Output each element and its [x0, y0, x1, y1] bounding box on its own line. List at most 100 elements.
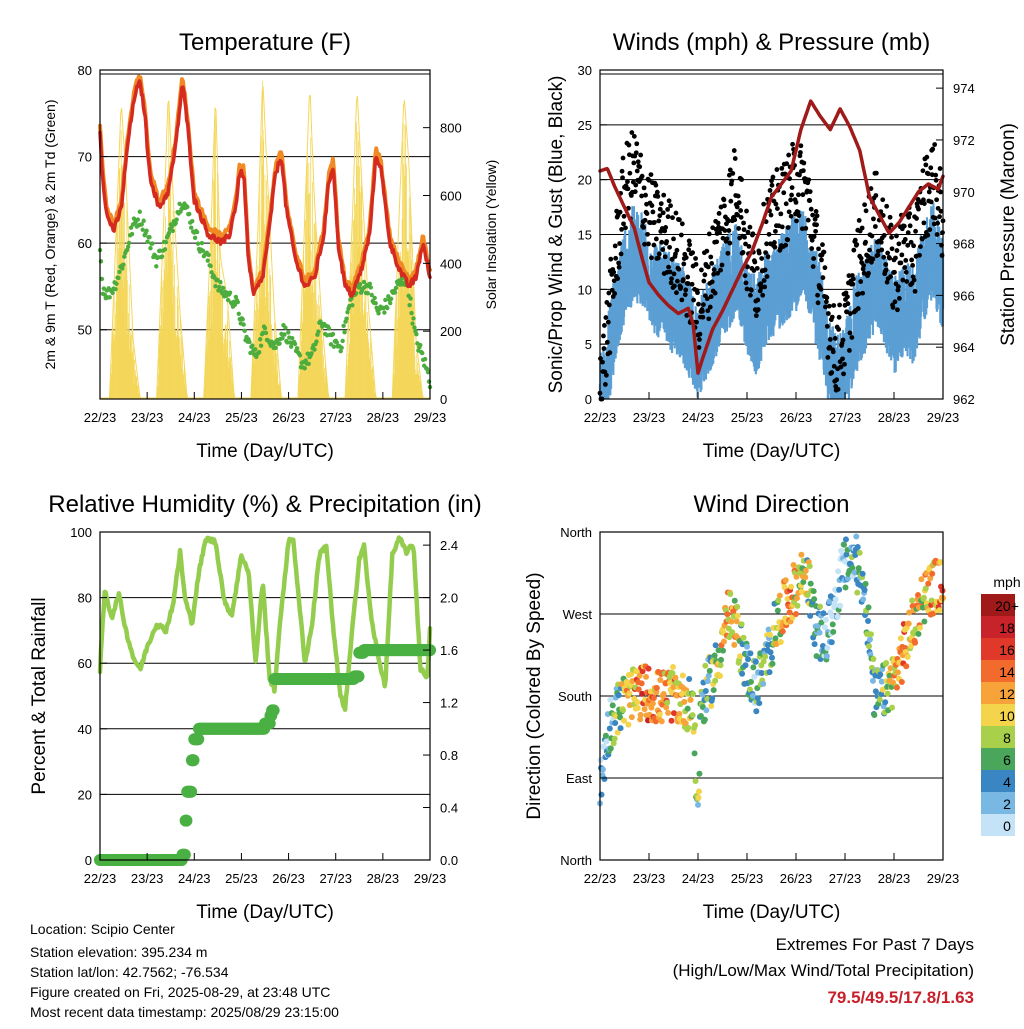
- dewpoint-point: [262, 325, 268, 331]
- gust-point: [742, 273, 748, 279]
- gust-point: [693, 261, 699, 267]
- direction-point: [862, 580, 869, 587]
- gust-point: [898, 260, 904, 266]
- gust-point: [904, 279, 910, 284]
- gust-point: [849, 335, 855, 340]
- gust-point: [751, 268, 757, 273]
- dewpoint-point: [148, 246, 153, 251]
- dewpoint-point: [386, 294, 391, 299]
- direction-point: [702, 687, 709, 694]
- direction-point: [754, 695, 761, 702]
- latlon-text: Station lat/lon: 42.7562; -76.534: [30, 964, 229, 980]
- gust-point: [863, 239, 868, 245]
- gust-point: [829, 314, 835, 320]
- dewpoint-point: [189, 225, 194, 230]
- direction-point: [837, 602, 844, 609]
- gust-point: [850, 281, 856, 287]
- dewpoint-point: [258, 343, 264, 348]
- gust-point: [888, 274, 893, 279]
- gust-point: [871, 216, 876, 222]
- gust-point: [854, 242, 860, 247]
- colorbar-swatch: [981, 616, 1015, 638]
- gust-point: [734, 204, 740, 210]
- gust-point: [667, 269, 673, 275]
- direction-point: [798, 551, 805, 558]
- gust-point: [601, 346, 607, 351]
- gust-point: [836, 314, 842, 320]
- gust-point: [620, 175, 625, 181]
- dewpoint-point: [140, 227, 145, 232]
- gust-point: [748, 292, 753, 298]
- direction-point: [856, 549, 863, 556]
- gust-point: [923, 162, 929, 168]
- dewpoint-point: [195, 241, 201, 246]
- gust-point: [744, 286, 750, 292]
- dewpoint-point: [273, 345, 278, 351]
- direction-point: [922, 585, 929, 592]
- y2-tick-label: 1.6: [440, 643, 458, 658]
- dewpoint-point: [250, 343, 255, 348]
- direction-point: [897, 635, 904, 642]
- colorbar-swatch: [981, 660, 1015, 682]
- chart-title: Wind Direction: [693, 491, 849, 518]
- gust-point: [740, 250, 746, 255]
- x-tick-label: 23/23: [633, 410, 666, 425]
- gust-point: [843, 290, 849, 296]
- gust-point: [928, 165, 934, 171]
- direction-point: [744, 643, 750, 650]
- chart-panel-1: Temperature (F) Time (Day/UTC) 22/23 23/23 2…: [42, 29, 499, 462]
- y-tick-label: 60: [78, 236, 92, 251]
- x-tick-label: 22/23: [584, 410, 617, 425]
- direction-point: [800, 578, 807, 585]
- chart-panel-2: Winds (mph) & Pressure (mb) Time (Day/UTC…: [546, 29, 1019, 462]
- direction-point: [620, 707, 627, 714]
- direction-point: [816, 629, 823, 636]
- gust-point: [787, 176, 793, 182]
- gust-point: [701, 278, 707, 284]
- y-tick-label: 30: [578, 63, 592, 78]
- gust-point: [754, 265, 760, 271]
- direction-point: [849, 564, 856, 571]
- gust-point: [738, 214, 744, 220]
- dewpoint-point: [263, 330, 269, 336]
- dewpoint-point: [206, 252, 211, 258]
- gust-point: [742, 234, 747, 240]
- dewpoint-point: [314, 339, 319, 344]
- gust-point: [879, 247, 885, 253]
- gust-point: [632, 189, 638, 195]
- y2-tick-label: 1.2: [440, 696, 458, 711]
- gust-point: [606, 302, 612, 308]
- gust-point: [892, 299, 898, 305]
- gust-point: [907, 223, 913, 229]
- dewpoint-point: [217, 284, 222, 290]
- gust-point: [808, 234, 814, 239]
- gust-point: [884, 279, 890, 285]
- dewpoint-point: [368, 285, 373, 290]
- dewpoint-point: [135, 217, 141, 222]
- direction-point: [752, 658, 759, 665]
- dewpoint-point: [187, 211, 192, 217]
- gust-point: [903, 257, 909, 263]
- gust-point: [815, 300, 821, 306]
- gust-point: [706, 231, 712, 237]
- gust-point: [859, 225, 865, 231]
- direction-point: [703, 707, 710, 714]
- direction-point: [682, 720, 689, 727]
- gust-point: [822, 265, 828, 271]
- gust-point: [896, 296, 902, 301]
- dewpoint-point: [174, 217, 179, 222]
- gust-point: [824, 295, 830, 301]
- direction-point: [768, 654, 775, 661]
- gust-point: [611, 278, 617, 284]
- direction-point: [854, 589, 861, 596]
- x-tick-label: 24/23: [178, 871, 211, 886]
- gust-point: [722, 203, 727, 209]
- gust-point: [697, 337, 702, 342]
- direction-point: [878, 678, 885, 685]
- x-tick-label: 29/23: [414, 871, 447, 886]
- colorbar-swatch: [981, 726, 1015, 748]
- gust-point: [685, 281, 691, 287]
- direction-point: [649, 700, 656, 707]
- gust-point: [772, 240, 777, 245]
- dewpoint-point: [365, 291, 371, 296]
